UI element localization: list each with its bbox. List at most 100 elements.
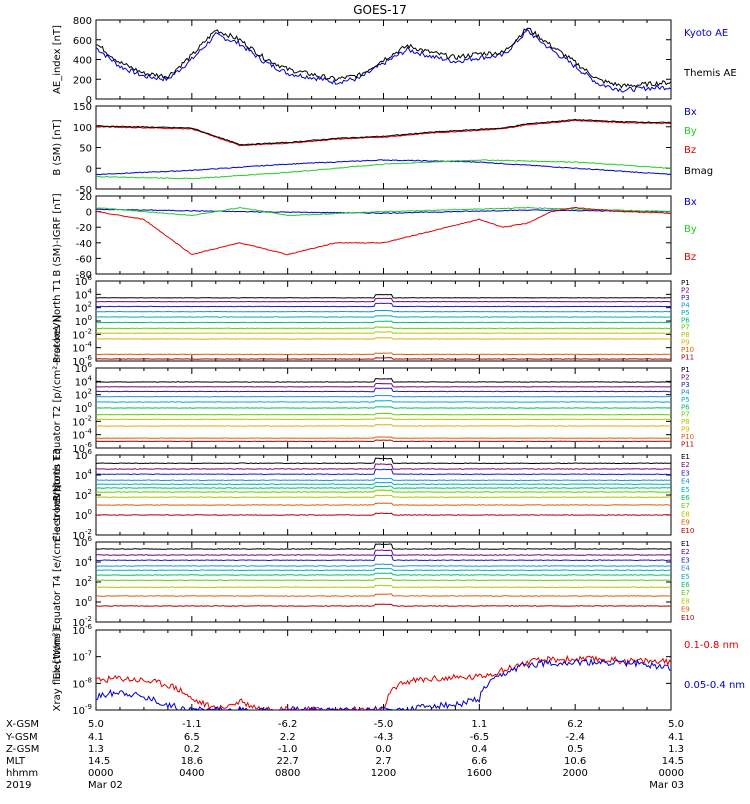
y-axis-label: Xray flux [W/m²]	[52, 629, 63, 712]
series-line-e8	[96, 584, 671, 589]
legend-entry: P7	[681, 411, 690, 419]
y-tick-label: 800	[73, 16, 92, 27]
legend-entry: Bx	[684, 107, 697, 118]
series-line-0-05-0-4-nm	[96, 657, 671, 710]
series-line-themis-ae	[96, 27, 671, 89]
series-line-e9	[96, 593, 671, 597]
y-tick-label: 100	[75, 314, 92, 328]
series-line-e6	[96, 485, 671, 489]
series-line-e2	[96, 463, 671, 470]
y-tick-label: 400	[73, 56, 92, 67]
y-tick-label: 100	[73, 123, 92, 134]
y-tick-label: 200	[73, 75, 92, 86]
y-tick-label: -50	[76, 185, 92, 196]
legend-entry: P6	[681, 403, 690, 411]
axis-row-value: 10.6	[564, 756, 586, 767]
y-tick-label: 10-7	[72, 650, 92, 664]
axis-row-value: Mar 02	[88, 780, 123, 791]
series-line-e4	[96, 563, 671, 567]
legend-entry: P2	[681, 286, 690, 294]
axis-row-label: 2019	[6, 780, 31, 791]
axis-row-value: Mar 03	[649, 780, 684, 791]
series-line-p3	[96, 387, 671, 393]
y-tick-label: -80	[76, 270, 92, 281]
axis-row-value: -4.3	[374, 732, 394, 743]
legend-entry: E8	[681, 510, 690, 518]
y-tick-label: -20	[76, 223, 92, 234]
legend-entry: P5	[681, 309, 690, 317]
legend-entry: P8	[681, 331, 690, 339]
axis-row-value: 1600	[467, 768, 492, 779]
series-line-p9	[96, 337, 671, 340]
axis-row-value: 2000	[562, 768, 587, 779]
y-tick-label: 0	[86, 208, 92, 219]
legend-entry: P2	[681, 373, 690, 381]
axis-row-value: 22.7	[277, 756, 299, 767]
axis-row-value: 0.0	[376, 744, 392, 755]
legend-entry: 0.1-0.8 nm	[684, 640, 739, 651]
legend-entry: E1	[681, 453, 690, 461]
y-tick-label: 20	[79, 192, 92, 203]
series-line-p10	[96, 436, 671, 439]
series-line-p6	[96, 320, 671, 324]
axis-row-value: 0800	[275, 768, 300, 779]
axis-row-value: 1.1	[471, 719, 487, 730]
legend-entry: E2	[681, 548, 690, 556]
axis-row-label: X-GSM	[6, 719, 39, 730]
axis-row-value: 5.0	[668, 719, 684, 730]
axis-row-value: 14.5	[88, 756, 110, 767]
legend-entry: E9	[681, 606, 690, 614]
series-line-p2	[96, 382, 671, 388]
series-line-p3	[96, 302, 671, 308]
panel-7: 10-2 100 102 104 106 Electrons Equator T4 [e/…	[52, 484, 694, 679]
y-tick-label: 100	[75, 401, 92, 415]
legend-entry: P10	[681, 346, 694, 354]
y-tick-label: 102	[75, 301, 92, 315]
y-tick-label: 10-4	[72, 341, 92, 355]
series-line-e3	[96, 468, 671, 476]
series-line-bz	[96, 119, 671, 147]
series-line-e9	[96, 502, 671, 506]
series-line-p1	[96, 293, 671, 299]
axis-row-value: 14.5	[662, 756, 684, 767]
panel-frame	[95, 19, 672, 100]
legend-entry: E3	[681, 469, 690, 477]
legend-entry: E8	[681, 597, 690, 605]
series-line-p6	[96, 406, 671, 409]
legend-entry: E5	[681, 573, 690, 581]
axis-row-value: -6.5	[470, 732, 490, 743]
series-line-e4	[96, 477, 671, 482]
axis-row-label: Y-GSM	[5, 732, 38, 743]
y-tick-label: 104	[75, 374, 93, 388]
series-line-e8	[96, 494, 671, 499]
legend-entry: Bz	[684, 145, 696, 156]
legend-entry: E5	[681, 486, 690, 494]
axis-row-value: 0.2	[184, 744, 200, 755]
series-line-p4	[96, 309, 671, 313]
series-line-0-1-0-8-nm	[96, 654, 671, 710]
series-line-p7	[96, 412, 671, 416]
legend-entry: P9	[681, 339, 690, 347]
legend-entry: E10	[681, 527, 694, 535]
axis-row-value: 6.2	[567, 719, 583, 730]
y-axis-label: Protons North T1	[52, 279, 63, 363]
panel-frame	[95, 195, 672, 275]
y-tick-label: 10-2	[72, 414, 92, 428]
y-axis-label: Protons Equator T2 [p/(cm²-s-sr-keV)]	[52, 315, 63, 502]
legend-entry: P4	[681, 301, 690, 309]
series-line-e1	[96, 543, 671, 550]
axis-row-value: 2.2	[280, 732, 296, 743]
legend-entry: E6	[681, 494, 690, 502]
axis-row-value: 4.1	[88, 732, 104, 743]
y-tick-label: 10-2	[72, 615, 92, 629]
legend-entry: Bz	[684, 252, 696, 263]
axis-row-value: 1200	[371, 768, 396, 779]
axis-row-value: 0000	[88, 768, 113, 779]
legend-entry: E4	[681, 478, 690, 486]
y-tick-label: -60	[76, 254, 92, 265]
y-tick-label: 0	[86, 164, 92, 175]
series-line-e7	[96, 489, 671, 493]
y-tick-label: 100	[75, 508, 92, 522]
